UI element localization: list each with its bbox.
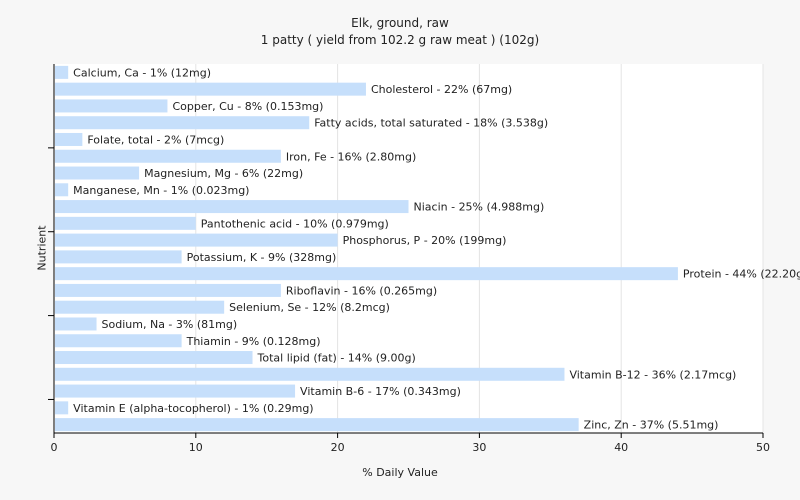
bar — [55, 132, 83, 146]
chart-subtitle: 1 patty ( yield from 102.2 g raw meat ) … — [260, 33, 540, 47]
x-tick-label: 30 — [472, 441, 486, 454]
bar-label: Potassium, K - 9% (328mg) — [187, 251, 337, 264]
bar — [55, 65, 69, 79]
bar — [55, 401, 69, 415]
bar-label: Iron, Fe - 16% (2.80mg) — [286, 150, 416, 163]
bar — [55, 233, 338, 247]
bar — [55, 200, 409, 214]
x-tick-label: 20 — [331, 441, 345, 454]
y-axis-label: Nutrient — [35, 225, 49, 271]
chart-title: Elk, ground, raw — [351, 16, 449, 30]
bar-label: Calcium, Ca - 1% (12mg) — [73, 66, 211, 79]
bar-label: Sodium, Na - 3% (81mg) — [102, 318, 238, 331]
bar-label: Riboflavin - 16% (0.265mg) — [286, 284, 437, 297]
bar — [55, 300, 225, 314]
bar — [55, 317, 97, 331]
bar-label: Vitamin B-6 - 17% (0.343mg) — [300, 385, 461, 398]
x-tick-label: 50 — [756, 441, 770, 454]
bar-label: Fatty acids, total saturated - 18% (3.53… — [314, 117, 548, 130]
bar-label: Vitamin E (alpha-tocopherol) - 1% (0.29m… — [73, 402, 313, 415]
bar — [55, 116, 310, 130]
bar-label: Zinc, Zn - 37% (5.51mg) — [584, 419, 719, 432]
bar — [55, 384, 296, 398]
bar-label: Phosphorus, P - 20% (199mg) — [343, 234, 507, 247]
bar-label: Selenium, Se - 12% (8.2mcg) — [229, 301, 390, 314]
x-tick-label: 0 — [51, 441, 58, 454]
bar-label: Total lipid (fat) - 14% (9.00g) — [257, 352, 416, 365]
bar — [55, 283, 281, 297]
bar — [55, 183, 69, 197]
bar-label: Folate, total - 2% (7mcg) — [87, 133, 224, 146]
bar — [55, 418, 579, 432]
bar-label: Manganese, Mn - 1% (0.023mg) — [73, 184, 249, 197]
bar — [55, 267, 678, 281]
x-axis-label: % Daily Value — [362, 466, 438, 479]
bar-label: Protein - 44% (22.20g) — [683, 268, 800, 281]
bar-label: Cholesterol - 22% (67mg) — [371, 83, 512, 96]
bar-label: Niacin - 25% (4.988mg) — [414, 201, 545, 214]
bar — [55, 82, 366, 96]
bar-label: Copper, Cu - 8% (0.153mg) — [172, 100, 323, 113]
x-tick-label: 40 — [614, 441, 628, 454]
bar — [55, 250, 182, 264]
bar-label: Thiamin - 9% (0.128mg) — [186, 335, 321, 348]
bar — [55, 149, 281, 163]
bar — [55, 351, 253, 365]
bar-label: Magnesium, Mg - 6% (22mg) — [144, 167, 303, 180]
bar — [55, 216, 196, 230]
bar-label: Pantothenic acid - 10% (0.979mg) — [201, 217, 389, 230]
bar — [55, 334, 182, 348]
bar — [55, 99, 168, 113]
bar — [55, 367, 565, 381]
bar-label: Vitamin B-12 - 36% (2.17mcg) — [569, 368, 736, 381]
x-tick-label: 10 — [189, 441, 203, 454]
bar — [55, 166, 140, 180]
